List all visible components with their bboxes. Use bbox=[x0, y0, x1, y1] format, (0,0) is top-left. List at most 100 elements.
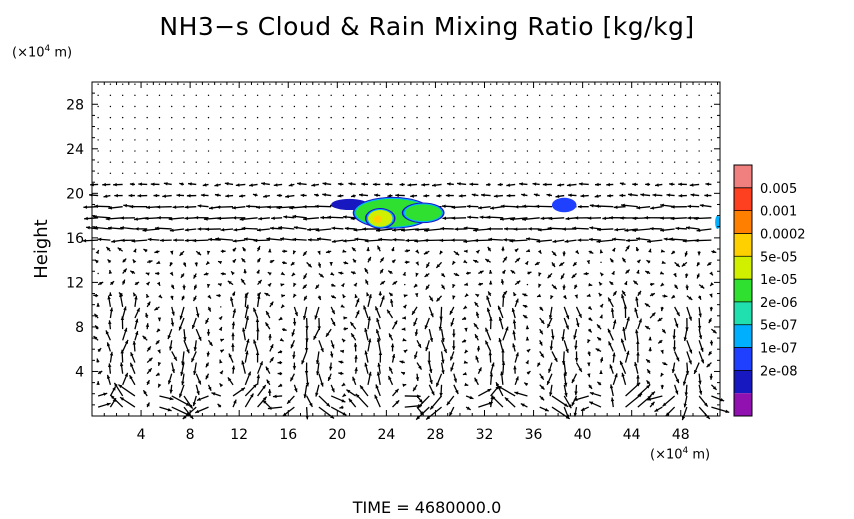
vector-head bbox=[387, 194, 392, 198]
vector-head bbox=[302, 204, 307, 209]
vector-head bbox=[564, 239, 569, 243]
vector-dot bbox=[379, 128, 381, 130]
vector-head bbox=[452, 333, 456, 338]
vector-head bbox=[315, 284, 320, 289]
plot-frame bbox=[91, 81, 721, 417]
vector-head bbox=[367, 316, 371, 321]
vector-head bbox=[609, 364, 613, 369]
vector-head bbox=[207, 294, 211, 299]
vector-head bbox=[163, 182, 168, 186]
vector-dot bbox=[355, 116, 357, 119]
vector-head bbox=[339, 405, 344, 409]
vector-dot bbox=[686, 139, 688, 141]
vector-head bbox=[342, 393, 347, 397]
vector-head bbox=[651, 312, 656, 317]
vector-head bbox=[231, 343, 235, 347]
vector-head bbox=[497, 182, 502, 187]
vector-head bbox=[635, 296, 639, 301]
vector-head bbox=[84, 216, 88, 221]
vector-head bbox=[311, 183, 316, 187]
vector-head bbox=[441, 370, 445, 374]
vector-dot bbox=[588, 150, 590, 152]
vector-head bbox=[620, 338, 625, 343]
vector-head bbox=[293, 225, 298, 230]
vector-dot bbox=[391, 150, 394, 152]
vector-head bbox=[660, 307, 664, 312]
vector-head bbox=[469, 182, 474, 186]
vector-head bbox=[589, 204, 594, 208]
vector-dot bbox=[355, 94, 357, 97]
vector-head bbox=[421, 182, 425, 187]
vector-dot bbox=[109, 139, 112, 141]
vector-head bbox=[566, 183, 571, 187]
vector-head bbox=[353, 282, 357, 287]
vector-dot bbox=[134, 150, 136, 152]
vector-head bbox=[242, 327, 246, 332]
vector-head bbox=[134, 295, 138, 300]
vector-dot bbox=[305, 116, 308, 119]
vector-head bbox=[636, 259, 641, 264]
vector-head bbox=[280, 283, 285, 287]
vector-head bbox=[475, 334, 479, 339]
vector-dot bbox=[318, 94, 320, 97]
vector-dot bbox=[428, 139, 431, 141]
vector-dot bbox=[293, 94, 296, 97]
vector-head bbox=[180, 371, 184, 376]
vector-head bbox=[597, 381, 602, 386]
vector-head bbox=[568, 193, 572, 197]
vector-head bbox=[307, 238, 312, 242]
vector-head bbox=[377, 245, 381, 250]
vector-head bbox=[419, 399, 423, 404]
vector-head bbox=[129, 204, 134, 209]
vector-head bbox=[300, 193, 305, 198]
vector-head bbox=[118, 292, 123, 297]
vector-head bbox=[524, 261, 529, 266]
vector-head bbox=[375, 228, 380, 233]
vector-head bbox=[218, 316, 223, 321]
vector-head bbox=[92, 215, 97, 219]
vector-head bbox=[229, 296, 234, 301]
vector-head bbox=[280, 237, 284, 241]
vector-dot bbox=[121, 161, 124, 163]
vector-dot bbox=[269, 150, 271, 152]
vector-head bbox=[427, 360, 431, 365]
vector-head bbox=[327, 215, 331, 220]
vector-dot bbox=[207, 116, 210, 119]
vector-head bbox=[367, 256, 371, 261]
vector-head bbox=[342, 338, 346, 343]
vector-dot bbox=[97, 150, 99, 152]
vector-dot bbox=[588, 128, 590, 130]
vector-head bbox=[414, 227, 419, 232]
vector-dot bbox=[440, 150, 443, 152]
x-tick-label: 48 bbox=[672, 427, 690, 443]
vector-dot bbox=[649, 128, 651, 130]
vector-head bbox=[573, 262, 577, 266]
vector-dot bbox=[465, 105, 467, 108]
vector-head bbox=[401, 228, 405, 232]
vector-dot bbox=[367, 150, 369, 152]
vector-head bbox=[102, 182, 106, 187]
vector-head bbox=[405, 238, 410, 243]
vector-head bbox=[650, 293, 655, 297]
vector-dot bbox=[416, 161, 418, 163]
vector-head bbox=[352, 258, 357, 263]
vector-head bbox=[515, 298, 519, 303]
vector-head bbox=[479, 282, 483, 287]
vector-head bbox=[222, 271, 226, 276]
vector-head bbox=[331, 294, 336, 299]
vector-head bbox=[134, 227, 139, 231]
vector-dot bbox=[232, 139, 234, 141]
vector-head bbox=[120, 349, 124, 354]
vector-head bbox=[514, 391, 519, 395]
vector-head bbox=[326, 402, 330, 407]
vector-dot bbox=[489, 94, 492, 97]
vector-head bbox=[292, 214, 297, 219]
vector-head bbox=[346, 389, 351, 394]
vector-head bbox=[474, 377, 478, 382]
vector-head bbox=[632, 216, 637, 221]
vector-head bbox=[473, 228, 477, 232]
vector-dot bbox=[269, 172, 271, 174]
vector-head bbox=[488, 351, 493, 356]
vector-dot bbox=[612, 150, 614, 152]
vector-head bbox=[424, 238, 428, 243]
